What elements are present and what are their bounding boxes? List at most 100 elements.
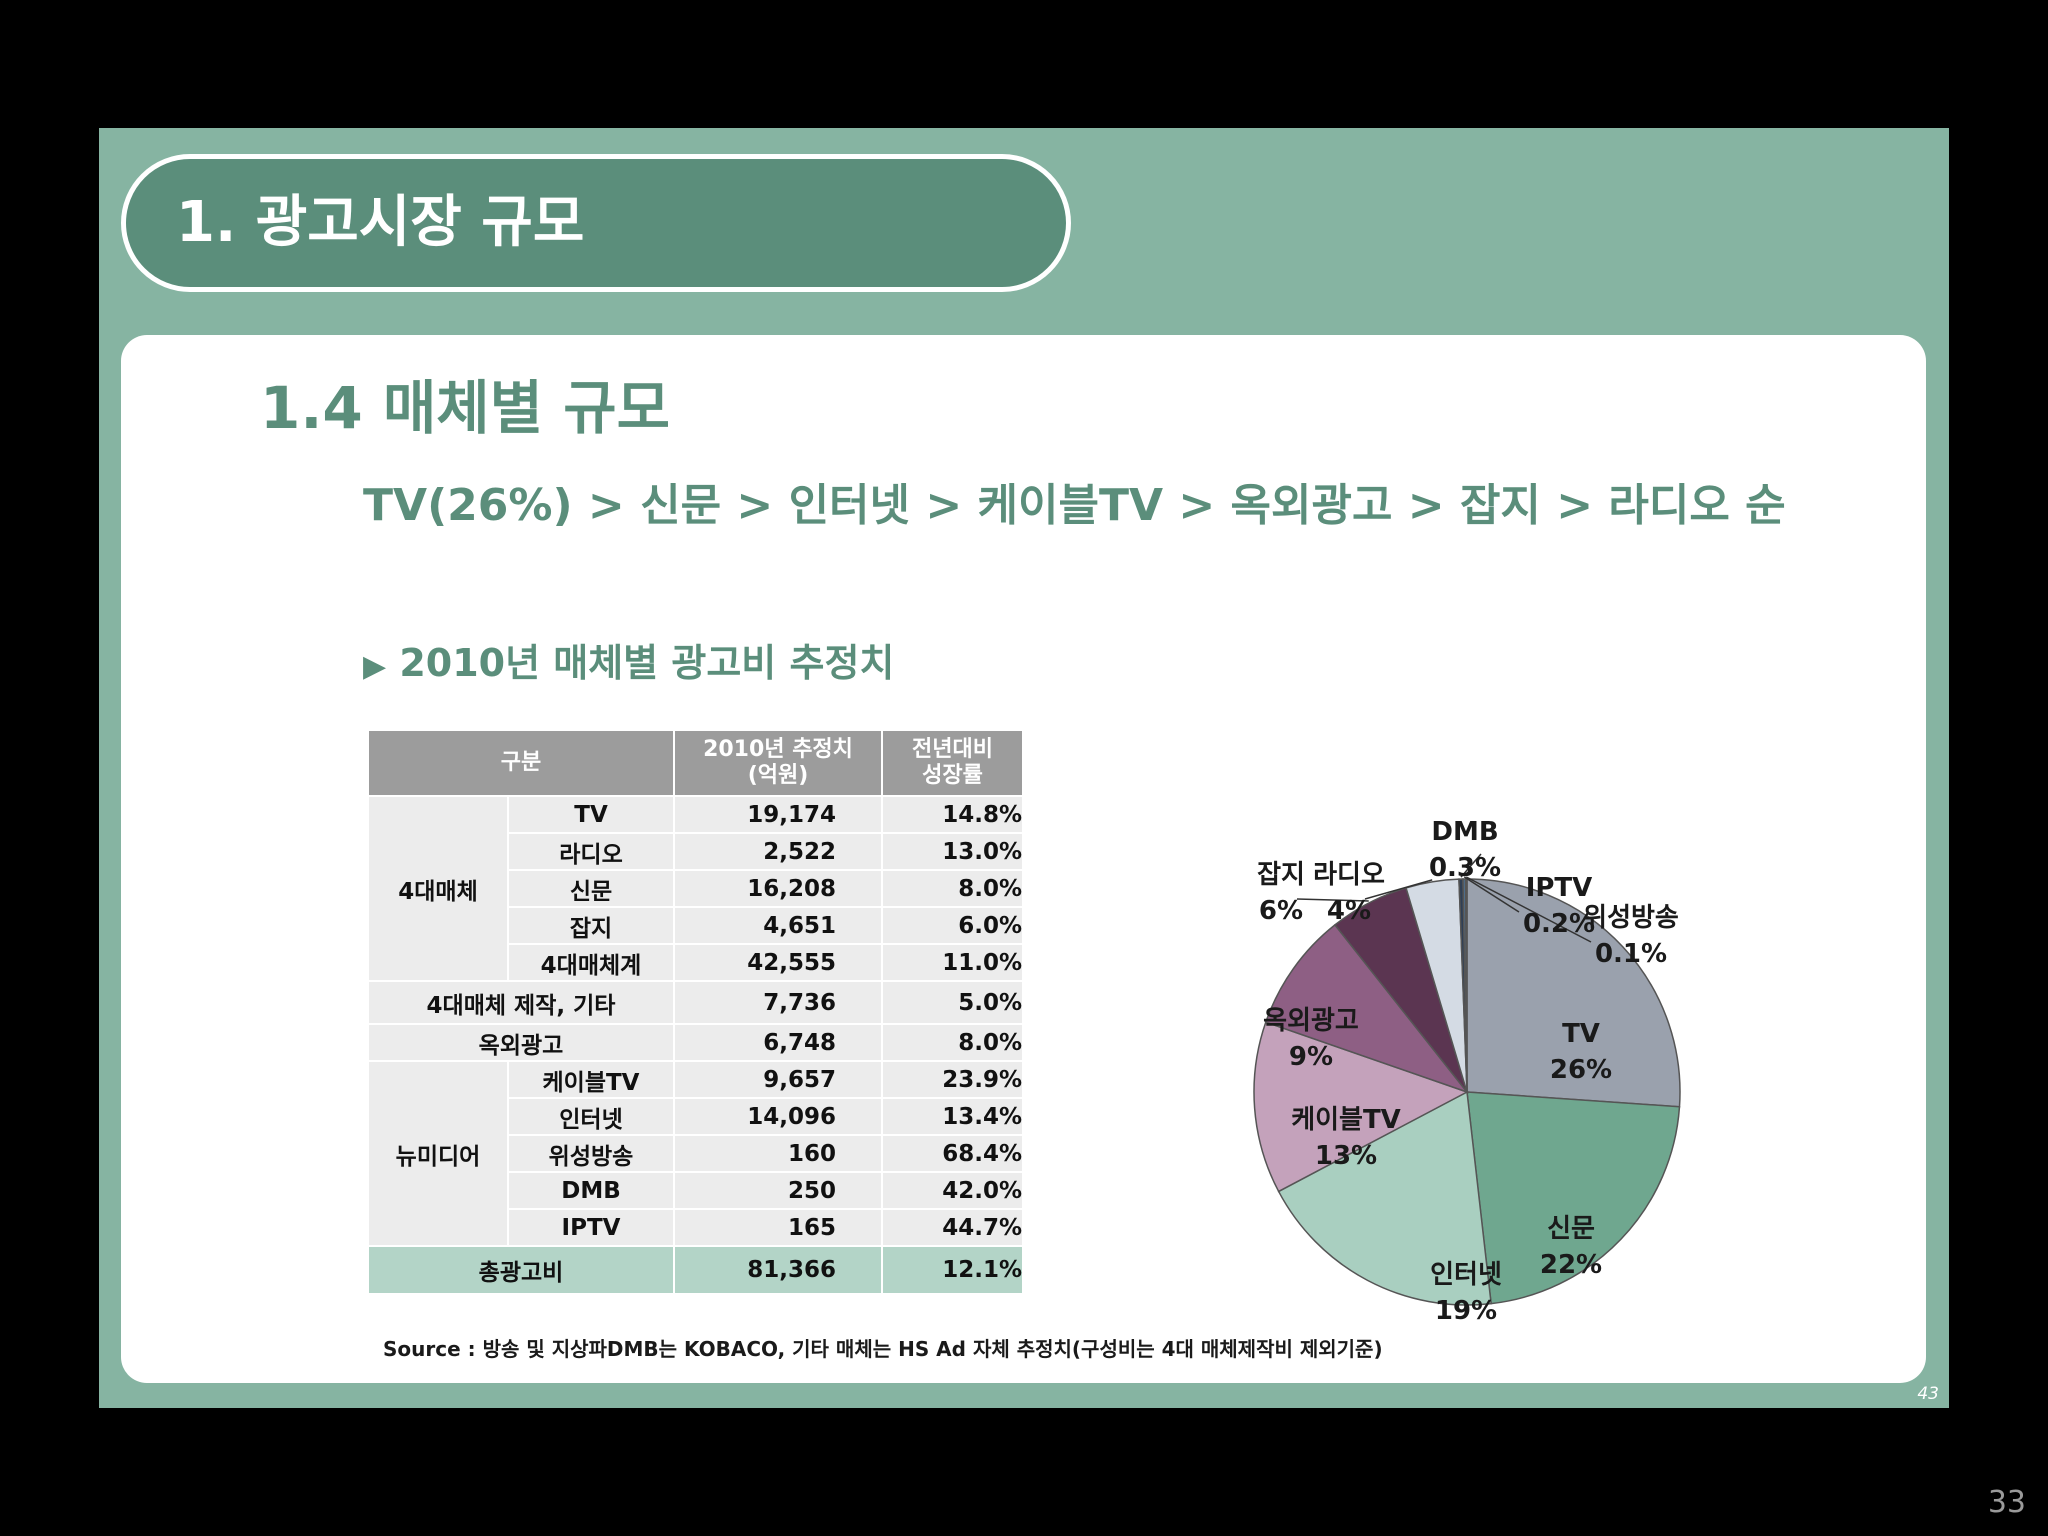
pie-slice-4 bbox=[1264, 923, 1470, 1094]
row-value: 81,366 bbox=[673, 1245, 883, 1295]
row-value: 6,748 bbox=[673, 1023, 883, 1062]
row-name: 4대매체계 bbox=[507, 943, 675, 982]
table-caption: ▶ 2010년 매체별 광고비 추정치 bbox=[363, 632, 894, 687]
pie-slice-label: 라디오 bbox=[1313, 860, 1385, 890]
table-total-row: 총광고비 81,366 12.1% bbox=[367, 1245, 1024, 1295]
row-growth: 13.4% bbox=[881, 1097, 1024, 1136]
pie-slice-percent: 0.3% bbox=[1429, 853, 1501, 883]
row-value: 165 bbox=[673, 1208, 883, 1247]
row-value: 19,174 bbox=[673, 795, 883, 834]
pie-slice-percent: 22% bbox=[1540, 1250, 1602, 1280]
pie-slice-percent: 0.1% bbox=[1595, 939, 1667, 969]
table-row: 위성방송 160 68.4% bbox=[368, 1134, 1024, 1173]
pie-slice-label: 잡지 bbox=[1257, 860, 1305, 890]
row-growth: 44.7% bbox=[881, 1208, 1024, 1247]
row-value: 42,555 bbox=[673, 943, 883, 982]
row-value: 250 bbox=[673, 1171, 883, 1210]
row-value: 4,651 bbox=[673, 906, 883, 945]
row-name: 4대매체 제작, 기타 bbox=[367, 980, 675, 1025]
pie-leader-line bbox=[1460, 853, 1482, 878]
row-value: 9,657 bbox=[673, 1060, 883, 1099]
pie-slice-3 bbox=[1253, 1021, 1469, 1193]
row-name: 옥외광고 bbox=[367, 1023, 675, 1062]
header-category: 구분 bbox=[367, 729, 675, 797]
row-growth: 6.0% bbox=[881, 906, 1024, 945]
row-value: 16,208 bbox=[673, 869, 883, 908]
row-growth: 11.0% bbox=[881, 943, 1024, 982]
row-name: 라디오 bbox=[507, 832, 675, 871]
slide: 1. 광고시장 규모 1.4 매체별 규모 TV(26%) > 신문 > 인터넷… bbox=[99, 128, 1949, 1408]
group-four-media: 4대매체 bbox=[367, 795, 509, 982]
table-header-row: 구분 2010년 추정치 (억원) 전년대비 성장률 bbox=[367, 729, 1024, 797]
row-name: DMB bbox=[507, 1171, 675, 1210]
pie-slice-2 bbox=[1277, 1090, 1492, 1306]
table-row: 4대매체계 42,555 11.0% bbox=[368, 943, 1024, 982]
header-estimate: 2010년 추정치 (억원) bbox=[673, 729, 883, 797]
pie-slice-percent: 13% bbox=[1315, 1141, 1377, 1171]
viewer-page-number: 33 bbox=[1987, 1485, 2026, 1520]
row-growth: 12.1% bbox=[881, 1245, 1024, 1295]
pie-slice-percent: 4% bbox=[1327, 896, 1371, 926]
row-growth: 8.0% bbox=[881, 1023, 1024, 1062]
pie-slice-label: 케이블TV bbox=[1291, 1105, 1401, 1135]
table-row: 잡지 4,651 6.0% bbox=[368, 906, 1024, 945]
pie-slice-1 bbox=[1466, 1091, 1681, 1305]
row-name: TV bbox=[507, 795, 675, 834]
table-row: 뉴미디어 케이블TV 9,657 23.9% bbox=[367, 1060, 1024, 1247]
row-growth: 14.8% bbox=[881, 795, 1024, 834]
table-caption-text: 2010년 매체별 광고비 추정치 bbox=[399, 641, 895, 685]
pie-slice-label: IPTV bbox=[1526, 873, 1593, 903]
row-value: 2,522 bbox=[673, 832, 883, 871]
row-growth: 5.0% bbox=[881, 980, 1024, 1025]
table-row: 4대매체 TV 19,174 14.8% bbox=[367, 795, 1024, 982]
pie-leader-line bbox=[1463, 876, 1520, 913]
row-name: 잡지 bbox=[507, 906, 675, 945]
header-estimate-line1: 2010년 추정치 bbox=[703, 737, 853, 762]
row-name: IPTV bbox=[507, 1208, 675, 1247]
media-share-pie-chart: TV 26% 신문 22% 인터넷 19% 케이블TV 13% 옥외광고 9% 잡지 6% 라디오 4% D… bbox=[1253, 817, 1681, 1326]
table-row: DMB 250 42.0% bbox=[368, 1171, 1024, 1210]
pie-slice-label: DMB bbox=[1431, 817, 1498, 847]
header-growth-line1: 전년대비 bbox=[912, 737, 993, 762]
source-note: Source : 방송 및 지상파DMB는 KOBACO, 기타 매체는 HS … bbox=[383, 1337, 1383, 1361]
slide-page-number: 43 bbox=[1917, 1384, 1939, 1404]
header-growth: 전년대비 성장률 bbox=[881, 729, 1024, 797]
table-row: IPTV 165 44.7% bbox=[368, 1208, 1024, 1247]
table-row: 라디오 2,522 13.0% bbox=[368, 832, 1024, 871]
title-banner: 1. 광고시장 규모 bbox=[121, 154, 1071, 292]
row-name: 케이블TV bbox=[507, 1060, 675, 1099]
pie-slice-percent: 6% bbox=[1259, 896, 1303, 926]
pie-leader-line bbox=[1364, 879, 1433, 900]
ad-spend-table: 구분 2010년 추정치 (억원) 전년대비 성장률 4대매체 TV 19,17… bbox=[367, 729, 1024, 1295]
pie-slice-label: 신문 bbox=[1547, 1214, 1595, 1244]
table-row: 신문 16,208 8.0% bbox=[368, 869, 1024, 908]
row-growth: 23.9% bbox=[881, 1060, 1024, 1099]
table-row: 인터넷 14,096 13.4% bbox=[368, 1097, 1024, 1136]
pie-slice-percent: 26% bbox=[1550, 1055, 1612, 1085]
row-value: 7,736 bbox=[673, 980, 883, 1025]
group-new-media: 뉴미디어 bbox=[367, 1060, 509, 1247]
row-growth: 8.0% bbox=[881, 869, 1024, 908]
row-name: 인터넷 bbox=[507, 1097, 675, 1136]
pie-slice-percent: 0.2% bbox=[1523, 909, 1595, 939]
row-growth: 42.0% bbox=[881, 1171, 1024, 1210]
header-growth-line2: 성장률 bbox=[922, 763, 983, 788]
content-panel: 1.4 매체별 규모 TV(26%) > 신문 > 인터넷 > 케이블TV > … bbox=[121, 335, 1926, 1383]
pie-slice-label: TV bbox=[1562, 1019, 1600, 1049]
section-title: 1.4 매체별 규모 bbox=[260, 374, 670, 442]
triangle-bullet-icon: ▶ bbox=[363, 649, 387, 684]
table-row: 4대매체 제작, 기타 7,736 5.0% bbox=[367, 980, 1024, 1025]
pie-slice-percent: 9% bbox=[1289, 1042, 1333, 1072]
row-name: 총광고비 bbox=[367, 1245, 675, 1295]
table-row: 옥외광고 6,748 8.0% bbox=[367, 1023, 1024, 1062]
pie-slice-percent: 19% bbox=[1435, 1296, 1497, 1326]
row-value: 14,096 bbox=[673, 1097, 883, 1136]
pie-leader-line bbox=[1296, 898, 1369, 902]
row-growth: 68.4% bbox=[881, 1134, 1024, 1173]
pie-slice-label: 위성방송 bbox=[1583, 903, 1679, 933]
row-value: 160 bbox=[673, 1134, 883, 1173]
header-estimate-line2: (억원) bbox=[747, 763, 809, 788]
pie-slice-label: 옥외광고 bbox=[1263, 1006, 1359, 1036]
slide-title: 1. 광고시장 규모 bbox=[176, 190, 585, 255]
row-name: 신문 bbox=[507, 869, 675, 908]
